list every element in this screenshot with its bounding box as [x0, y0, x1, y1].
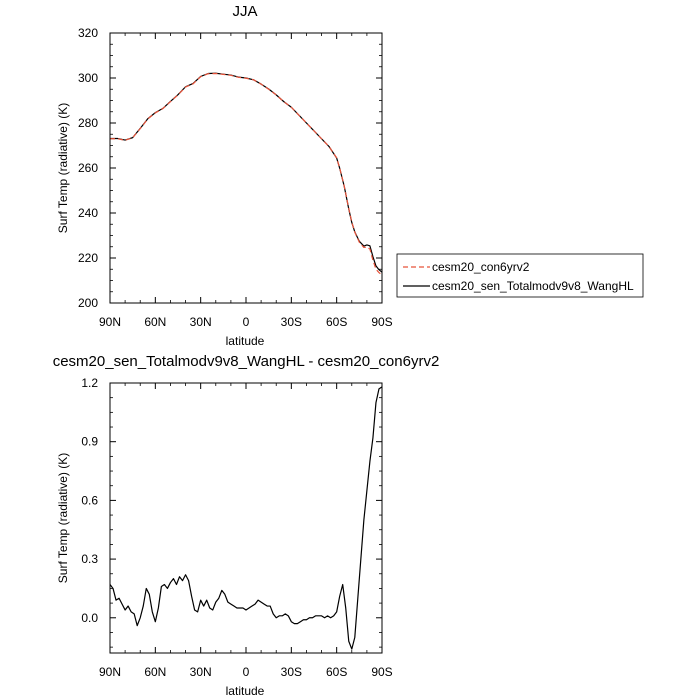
y-tick-label: 260: [78, 161, 98, 175]
x-tick-label: 30N: [190, 315, 212, 329]
top-x-axis-label: latitude: [226, 334, 265, 348]
series-line-1: [110, 72, 383, 276]
y-tick-label: 280: [78, 116, 98, 130]
x-tick-label: 90S: [371, 665, 392, 679]
bottom-x-axis-label: latitude: [226, 684, 265, 698]
legend-label-series-1: cesm20_con6yrv2: [432, 260, 530, 274]
bottom-panel: cesm20_sen_Totalmodv9v8_WangHL - cesm20_…: [53, 353, 440, 698]
x-tick-label: 0: [243, 315, 250, 329]
top-y-axis-label: Surf Temp (radiative) (K): [56, 103, 70, 233]
top-lines: [110, 72, 383, 276]
legend-label-series-2: cesm20_sen_Totalmodv9v8_WangHL: [432, 279, 634, 293]
bottom-ticks: 90N 60N 30N 0 30S 60S 90S 0.0 0.3 0.6 0.9 1.2: [81, 376, 392, 679]
x-tick-label: 30S: [281, 665, 302, 679]
bottom-y-axis-label: Surf Temp (radiative) (K): [56, 453, 70, 583]
x-tick-label: 30S: [281, 315, 302, 329]
x-tick-label: 60S: [326, 315, 347, 329]
legend: cesm20_con6yrv2 cesm20_sen_Totalmodv9v8_…: [396, 253, 644, 298]
y-tick-label: 300: [78, 71, 98, 85]
y-tick-label: 0.6: [81, 493, 98, 507]
y-tick-label: 200: [78, 296, 98, 310]
y-tick-label: 320: [78, 26, 98, 40]
x-tick-label: 0: [243, 665, 250, 679]
x-tick-label: 60S: [326, 665, 347, 679]
legend-box: [396, 253, 644, 298]
y-tick-label: 0.0: [81, 611, 98, 625]
x-tick-label: 90S: [371, 315, 392, 329]
x-tick-label: 60N: [144, 665, 166, 679]
x-tick-label: 90N: [99, 665, 121, 679]
top-plot-frame: [109, 32, 383, 304]
top-panel-title: JJA: [232, 3, 257, 20]
x-tick-label: 90N: [99, 315, 121, 329]
y-tick-label: 1.2: [81, 376, 98, 390]
x-tick-label: 30N: [190, 665, 212, 679]
bottom-panel-title: cesm20_sen_Totalmodv9v8_WangHL - cesm20_…: [53, 353, 440, 370]
top-panel: JJA Surf Temp (radiative) (K) latitude 9…: [56, 3, 644, 348]
top-ticks: 90N 60N 30N 0 30S 60S 90S 200 220 240 260 280 300 320: [78, 26, 393, 329]
y-tick-label: 0.3: [81, 552, 98, 566]
y-tick-label: 240: [78, 206, 98, 220]
y-tick-label: 0.9: [81, 435, 98, 449]
bottom-lines: [109, 386, 383, 650]
series-line-1: [109, 386, 383, 650]
bottom-plot-frame: [109, 382, 383, 654]
x-tick-label: 60N: [144, 315, 166, 329]
y-tick-label: 220: [78, 251, 98, 265]
